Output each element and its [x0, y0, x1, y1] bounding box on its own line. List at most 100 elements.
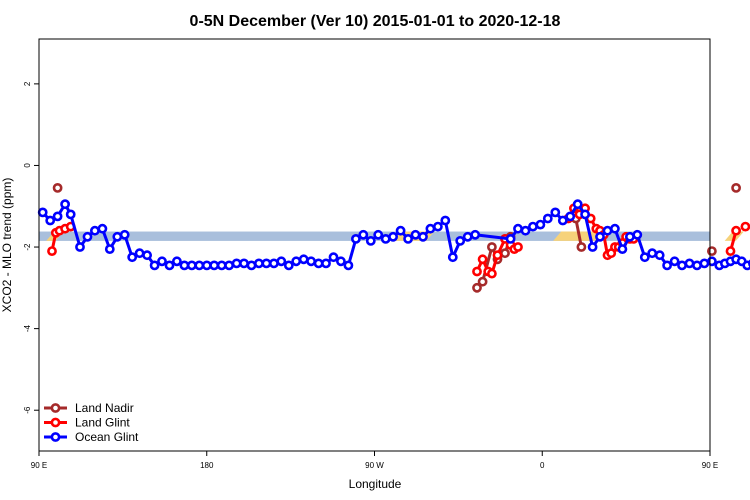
y-tick-label: -2	[23, 243, 32, 251]
data-point	[47, 246, 57, 256]
data-point	[505, 233, 516, 244]
data-point	[692, 260, 702, 271]
data-point	[276, 256, 287, 267]
data-point	[462, 231, 473, 242]
data-point	[418, 231, 428, 242]
data-point	[283, 260, 294, 271]
data-point	[104, 244, 115, 254]
legend-item: Land Glint	[44, 416, 130, 430]
data-point	[639, 252, 650, 263]
data-point	[647, 248, 658, 259]
y-tick-label: -4	[23, 325, 32, 333]
x-axis: 90 E 180 90 W 0 90 E	[31, 451, 718, 470]
data-point	[194, 260, 205, 271]
data-point	[447, 252, 458, 263]
legend-item: Ocean Glint	[44, 430, 139, 444]
data-point	[52, 211, 63, 222]
data-point	[52, 182, 63, 193]
y-tick-label: 2	[23, 81, 32, 86]
data-point	[432, 221, 443, 232]
data-point	[365, 235, 376, 246]
data-point	[654, 250, 665, 261]
data-point	[403, 233, 413, 244]
data-point	[477, 254, 488, 265]
data-point	[60, 199, 70, 210]
data-point	[731, 225, 741, 236]
legend-swatch-marker	[50, 403, 61, 413]
data-point	[388, 231, 398, 242]
data-point	[580, 209, 590, 220]
data-point	[472, 266, 482, 277]
data-point	[684, 258, 695, 269]
data-point	[395, 225, 406, 236]
data-point	[142, 250, 152, 261]
x-tick-label: 180	[200, 461, 214, 470]
data-point	[740, 221, 750, 232]
data-point	[576, 242, 587, 252]
x-axis-label: Longitude	[349, 477, 402, 491]
data-point	[707, 246, 717, 256]
data-point	[486, 268, 497, 279]
data-point	[45, 215, 56, 226]
data-point	[455, 235, 466, 246]
x-tick-label: 90 E	[31, 461, 47, 470]
legend-swatch-marker	[50, 417, 61, 428]
data-point	[662, 260, 672, 271]
data-point	[358, 229, 369, 240]
data-point	[472, 282, 482, 293]
data-point	[112, 231, 123, 242]
y-tick-label: 0	[23, 163, 32, 168]
data-point	[343, 260, 354, 271]
data-point	[410, 229, 421, 240]
data-point	[224, 260, 234, 271]
data-point	[625, 231, 635, 242]
data-point	[550, 207, 561, 218]
data-point	[127, 252, 138, 263]
data-point	[500, 248, 510, 259]
data-point	[486, 242, 497, 252]
data-point	[37, 207, 48, 218]
data-point	[425, 223, 436, 234]
data-point	[149, 260, 160, 271]
data-point	[253, 258, 264, 269]
data-point	[632, 229, 643, 240]
data-point	[171, 256, 182, 267]
data-point	[209, 260, 220, 271]
data-point	[373, 229, 384, 240]
data-point	[186, 260, 197, 271]
data-point	[677, 260, 687, 271]
legend-label: Land Nadir	[75, 401, 134, 415]
data-point	[542, 213, 553, 224]
data-point	[306, 256, 316, 267]
y-tick-label: -6	[23, 406, 32, 414]
data-point	[298, 254, 309, 265]
data-point	[157, 256, 167, 267]
data-point	[335, 256, 346, 267]
data-point	[97, 223, 108, 234]
legend-item: Land Nadir	[44, 401, 134, 415]
data-point	[520, 225, 531, 236]
data-point	[321, 258, 331, 269]
data-point	[239, 258, 249, 269]
data-point	[90, 225, 100, 236]
x-tick-label: 90 E	[702, 461, 718, 470]
data-point	[82, 231, 93, 242]
data-point	[557, 215, 568, 226]
x-tick-label: 0	[540, 461, 545, 470]
data-point	[65, 209, 76, 220]
legend-swatch-marker	[50, 432, 61, 442]
data-point	[707, 256, 717, 267]
data-point	[134, 248, 145, 259]
legend-label: Ocean Glint	[75, 430, 139, 444]
data-point	[440, 215, 451, 226]
data-point	[513, 223, 523, 234]
data-point	[75, 242, 85, 252]
series-ocean-glint	[37, 199, 750, 271]
plot-frame	[38, 38, 711, 452]
data-point	[610, 223, 620, 234]
x-tick-label: 90 W	[365, 461, 384, 470]
data-point	[164, 260, 175, 271]
data-point	[470, 229, 481, 240]
y-axis: 2 0 -2 -4 -6	[23, 81, 39, 414]
